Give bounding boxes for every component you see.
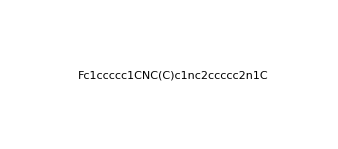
Text: Fc1ccccc1CNC(C)c1nc2ccccc2n1C: Fc1ccccc1CNC(C)c1nc2ccccc2n1C (78, 70, 268, 80)
